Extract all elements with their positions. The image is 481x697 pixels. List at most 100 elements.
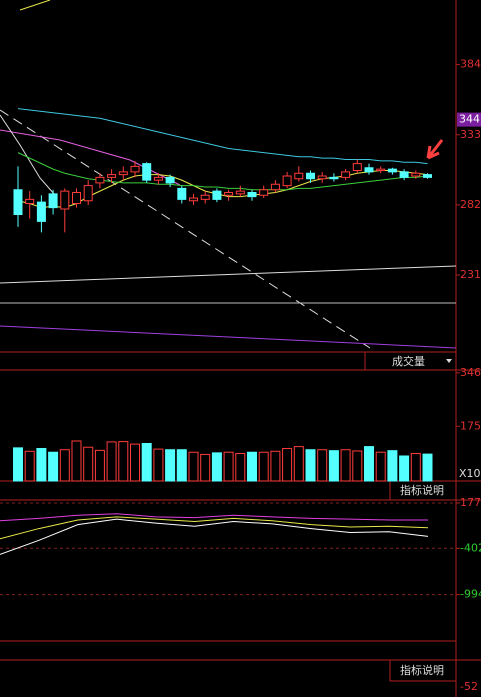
y-tick-label: 177 <box>460 496 481 509</box>
candle-body <box>130 165 140 173</box>
trend-line <box>0 109 371 349</box>
candle-body <box>177 187 187 200</box>
price-tag-box <box>457 112 481 127</box>
volume-bar <box>399 455 410 482</box>
candle-body <box>83 185 93 202</box>
candle-body <box>200 194 210 200</box>
y-tick-label: 231 <box>460 268 481 281</box>
candle-body <box>376 168 386 171</box>
candle-body <box>165 176 175 184</box>
volume-bar <box>153 448 164 482</box>
y-tick-label: -994 <box>460 588 481 601</box>
volume-bar <box>270 450 281 482</box>
button-label: 指标说明 <box>400 483 444 497</box>
volume-bar <box>59 449 70 482</box>
volume-bar <box>130 443 140 482</box>
candle-body <box>317 175 327 180</box>
volume-bar <box>305 449 316 482</box>
volume-bar <box>165 449 176 482</box>
trend-line <box>19 0 51 11</box>
volume-bar <box>24 450 35 482</box>
candle-body <box>13 189 23 215</box>
candle-body <box>224 192 234 196</box>
indicator-line <box>0 516 429 540</box>
volume-bar <box>48 451 59 482</box>
candle-body <box>48 193 58 209</box>
trend-line <box>0 129 181 186</box>
dropdown-icon <box>446 359 452 363</box>
volume-bar <box>106 441 117 482</box>
candle-body <box>72 192 81 204</box>
volume-bar <box>176 449 187 482</box>
volume-bar <box>188 451 199 482</box>
candle-body <box>352 163 362 171</box>
candle-body <box>25 198 35 204</box>
candle-body <box>235 190 245 195</box>
candle-body <box>329 176 339 180</box>
volume-bar <box>94 449 105 482</box>
candle-body <box>306 172 315 180</box>
candle-body <box>36 201 46 222</box>
candle-body <box>259 189 269 196</box>
y-tick-label: -52 <box>460 680 478 693</box>
volume-bar <box>235 452 246 482</box>
volume-bar <box>247 451 257 482</box>
candle-body <box>270 183 280 191</box>
volume-bar <box>352 450 363 482</box>
volume-bar <box>328 450 339 482</box>
candle-body <box>411 172 421 177</box>
y-tick-label: 282 <box>460 198 481 211</box>
volume-bar <box>258 451 269 482</box>
candle-body <box>95 176 105 184</box>
y-tick-label: 346 <box>460 366 481 379</box>
volume-bar <box>118 441 129 482</box>
volume-bar <box>293 446 304 482</box>
trend-line <box>0 114 56 196</box>
volume-bar <box>317 449 328 482</box>
volume-bar <box>141 442 152 482</box>
indicator-line <box>0 513 428 522</box>
volume-title: 成交量 <box>392 354 425 368</box>
arrow <box>426 139 444 160</box>
trend-line <box>0 325 457 349</box>
candle-body <box>294 172 304 180</box>
unit-label: X10 <box>459 467 481 480</box>
price-tag: 344 <box>459 113 480 126</box>
volume-bar <box>340 449 351 482</box>
indicator-line <box>17 152 428 191</box>
volume-bar <box>387 450 398 482</box>
y-tick-label: 384 <box>460 58 481 71</box>
volume-bar <box>375 451 386 482</box>
indicator-line <box>17 108 428 165</box>
volume-bar <box>410 452 421 482</box>
volume-bar <box>71 440 82 482</box>
candle-body <box>423 174 432 178</box>
candle-body <box>189 197 198 202</box>
volume-bar <box>36 447 47 482</box>
volume-bar <box>364 446 374 482</box>
volume-bar <box>211 452 222 482</box>
volume-bar <box>282 447 293 482</box>
candle-body <box>212 190 222 200</box>
volume-bar <box>200 453 211 482</box>
volume-bar <box>223 451 234 482</box>
y-tick-label: -402 <box>460 541 481 554</box>
candle-body <box>282 175 292 187</box>
volume-menu[interactable] <box>364 351 457 371</box>
candle-body <box>107 174 117 178</box>
candle-body <box>118 171 128 176</box>
y-tick-label: 175 <box>460 419 481 432</box>
volume-bar <box>422 453 433 482</box>
y-tick-label: 333 <box>460 128 481 141</box>
candle-body <box>60 190 70 210</box>
volume-bar <box>13 447 23 482</box>
candle-body <box>387 168 397 173</box>
candle-body <box>247 192 257 198</box>
indicator-button[interactable] <box>389 659 457 682</box>
trend-line <box>0 265 457 284</box>
button-label: 指标说明 <box>400 663 444 677</box>
candle-body <box>364 167 374 173</box>
candle-body <box>153 176 163 181</box>
indicator-line <box>0 518 429 555</box>
